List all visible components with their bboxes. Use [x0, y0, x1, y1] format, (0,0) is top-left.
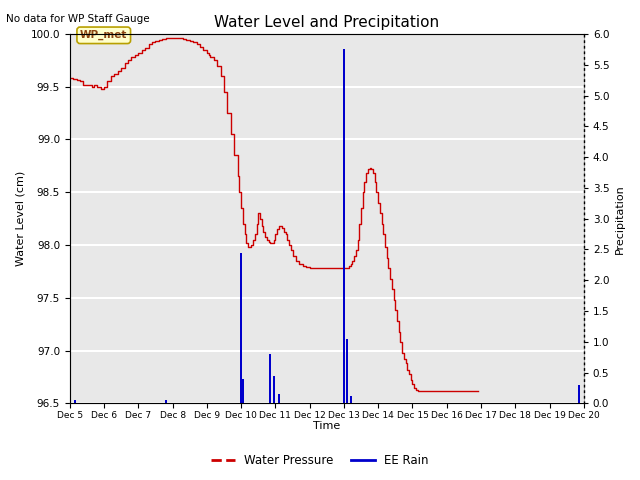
Text: No data for WP Staff Gauge: No data for WP Staff Gauge	[6, 14, 150, 24]
Bar	[269, 354, 271, 403]
Title: Water Level and Precipitation: Water Level and Precipitation	[214, 15, 439, 30]
Y-axis label: Water Level (cm): Water Level (cm)	[15, 171, 25, 266]
Bar	[346, 339, 348, 403]
Bar	[240, 252, 242, 403]
Bar	[278, 394, 280, 403]
Y-axis label: Precipitation: Precipitation	[615, 184, 625, 253]
Bar	[74, 400, 76, 403]
Bar	[578, 385, 580, 403]
X-axis label: Time: Time	[313, 421, 340, 432]
Bar	[242, 379, 244, 403]
Legend: Water Pressure, EE Rain: Water Pressure, EE Rain	[207, 449, 433, 472]
Text: WP_met: WP_met	[80, 30, 127, 40]
Bar	[349, 396, 352, 403]
Bar	[273, 376, 275, 403]
Bar	[164, 400, 167, 403]
Bar	[343, 49, 345, 403]
